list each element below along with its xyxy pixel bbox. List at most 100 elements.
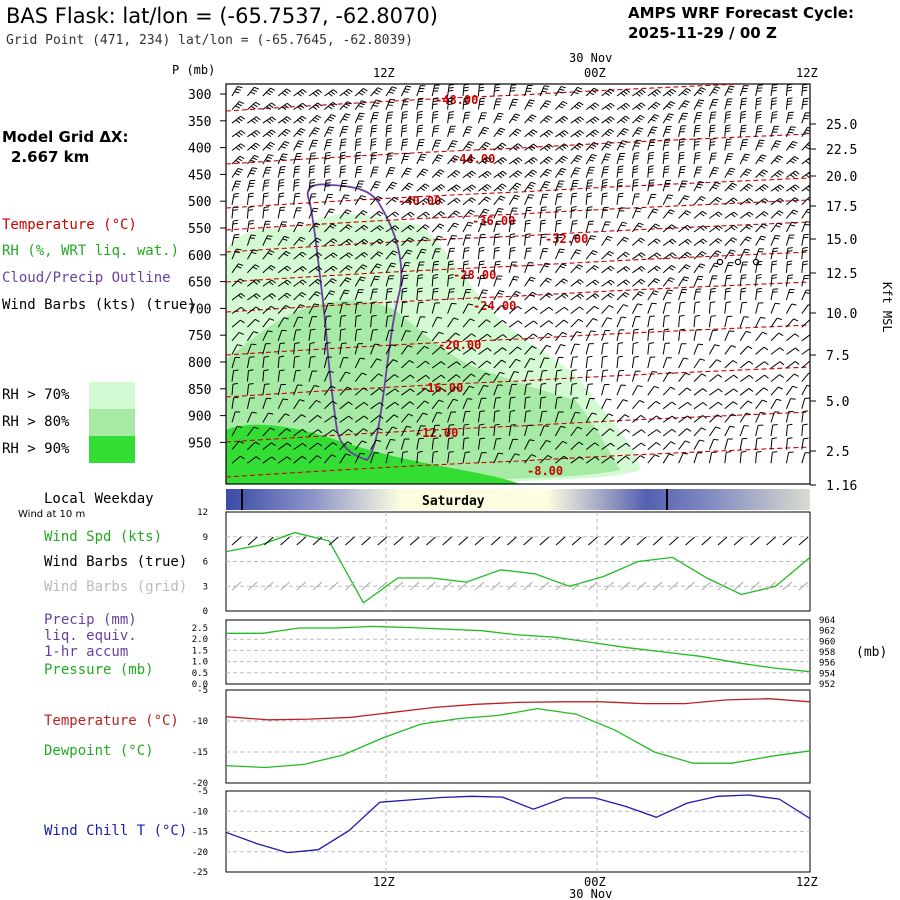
wind-barb	[262, 265, 276, 274]
wind-barb	[616, 291, 630, 301]
temp-contour-label: -40.00	[398, 194, 441, 208]
wind-barb	[785, 247, 793, 260]
wind-barb	[801, 246, 808, 260]
wind-barb	[308, 370, 318, 382]
model-grid-value: 2.667 km	[11, 148, 90, 166]
wind-barb-grid	[555, 581, 566, 591]
wind-barb	[416, 287, 423, 301]
wind-barb	[308, 455, 322, 464]
wind-barb	[755, 211, 769, 219]
wind-barb	[354, 224, 369, 233]
y-tick-label: 6	[203, 558, 208, 568]
wind-barb	[308, 291, 321, 301]
wind-barb	[662, 453, 675, 464]
forecast-cycle-value: 2025-11-29 / 00 Z	[628, 24, 777, 42]
wind-barb	[801, 233, 809, 246]
wind-barb	[755, 287, 762, 301]
wind-barb	[786, 156, 799, 165]
wind-barb	[785, 398, 796, 409]
wind-barb	[231, 206, 239, 219]
wind-barb	[693, 151, 701, 165]
wind-barb	[308, 385, 320, 396]
wind-barb	[477, 260, 485, 273]
pressure-tick-label: 400	[188, 142, 211, 157]
wind-barb	[493, 220, 502, 233]
wind-barb	[293, 221, 304, 233]
wind-barb	[339, 315, 347, 328]
wind-barb	[616, 236, 629, 246]
wind-barb	[570, 142, 584, 151]
wind-barb	[678, 372, 691, 382]
wind-barb	[401, 197, 415, 206]
wind-barb	[308, 222, 321, 233]
wind-barb	[262, 343, 271, 355]
wind-barb	[478, 333, 492, 342]
wind-barb	[524, 358, 536, 369]
temp-contour-line	[226, 446, 810, 478]
top-date-label: 30 Nov	[569, 51, 612, 65]
wind-barb	[323, 208, 335, 219]
wind-barb	[708, 262, 720, 274]
wind-barb	[293, 89, 307, 97]
wind-barb-grid	[361, 581, 371, 591]
wind-barb	[801, 304, 810, 314]
wind-barb	[400, 262, 411, 273]
wind-barb	[308, 266, 323, 274]
wind-barb	[678, 343, 687, 355]
wind-barb	[570, 220, 578, 233]
wind-barb	[678, 428, 692, 437]
wind-barb	[539, 129, 554, 138]
wind-barb	[647, 238, 661, 246]
wind-barb	[709, 196, 722, 206]
wind-barb	[339, 138, 347, 151]
wind-barb	[385, 152, 394, 165]
wind-barb	[739, 168, 752, 178]
wind-barb	[570, 343, 580, 355]
wind-barb	[462, 97, 470, 110]
wind-barb	[785, 437, 793, 450]
wind-barb	[616, 369, 625, 382]
wind-barb	[354, 357, 366, 369]
wind-barb	[539, 100, 552, 110]
wind-barb	[462, 288, 472, 301]
wind-barb	[739, 248, 750, 260]
wind-barb	[693, 452, 703, 464]
wind-barb	[755, 437, 762, 450]
wind-barb	[770, 210, 784, 219]
wind-barb	[601, 250, 614, 260]
pressure-label: Pressure (mb)	[44, 662, 154, 678]
wind-barb	[755, 316, 766, 328]
wind-barb-true	[409, 536, 420, 546]
wind-barb	[246, 343, 257, 355]
wind-barb	[370, 275, 380, 287]
wind-barb	[324, 101, 338, 110]
wind-barb	[416, 412, 428, 423]
wind-barb	[709, 414, 722, 423]
wind-barb	[416, 183, 430, 192]
wind-barb	[616, 399, 629, 410]
bottom-time-label-00z: 00Z	[584, 875, 606, 889]
wind-barb	[554, 219, 562, 233]
y-tick-label: 952	[819, 680, 835, 690]
wind-barb	[555, 455, 569, 464]
wind-barb	[493, 207, 504, 219]
wind-barb	[231, 219, 239, 233]
wind-barb	[246, 426, 259, 437]
bottom-date-label: 30 Nov	[569, 887, 612, 900]
wind-barb	[539, 292, 553, 301]
wind-barb	[323, 165, 331, 178]
wind-barb	[370, 210, 384, 219]
wind-barb	[400, 330, 411, 341]
wind-barb	[739, 330, 751, 342]
wind-barb	[447, 302, 457, 314]
grid-point-info: Grid Point (471, 234) lat/lon = (-65.764…	[6, 33, 413, 48]
wind-barb	[262, 369, 269, 382]
wind-barb	[601, 102, 615, 111]
wind-barb	[477, 289, 488, 301]
y-tick-label: 0.0	[192, 680, 208, 690]
wind-barb	[354, 428, 368, 437]
wind-barb	[462, 234, 472, 246]
wind-barb-grid	[669, 581, 679, 591]
wind-barb	[262, 456, 276, 464]
wind-barb	[724, 401, 738, 410]
